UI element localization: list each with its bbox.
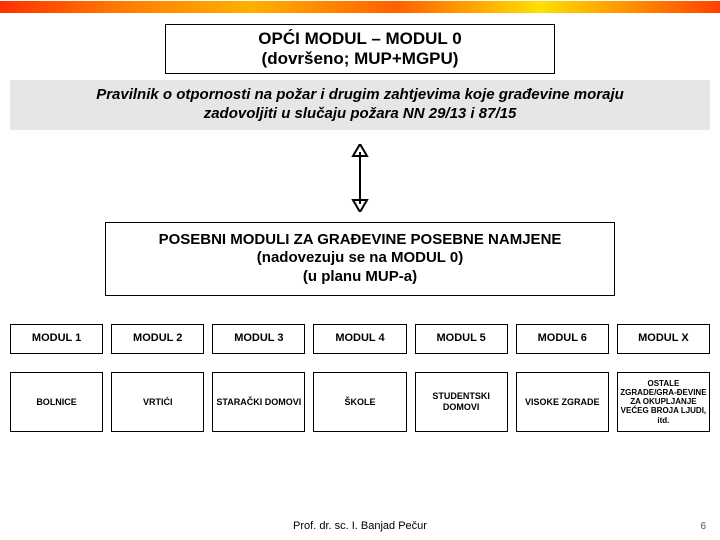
top-gradient-bar xyxy=(0,0,720,12)
page-number: 6 xyxy=(700,521,706,532)
grid-row-1: MODUL 1 MODUL 2 MODUL 3 MODUL 4 MODUL 5 … xyxy=(10,324,710,354)
grid-cell: VRTIĆI xyxy=(111,372,204,432)
gray-band: Pravilnik o otpornosti na požar i drugim… xyxy=(10,80,710,130)
double-arrow-icon xyxy=(0,138,720,218)
grid-cell: MODUL X xyxy=(617,324,710,354)
grid-cell: MODUL 5 xyxy=(415,324,508,354)
grid-cell: ŠKOLE xyxy=(313,372,406,432)
header-line1: OPĆI MODUL – MODUL 0 xyxy=(174,29,546,49)
middle-line2: (nadovezuju se na MODUL 0) xyxy=(116,249,604,268)
middle-line1: POSEBNI MODULI ZA GRAĐEVINE POSEBNE NAMJ… xyxy=(116,231,604,250)
grid-cell: MODUL 6 xyxy=(516,324,609,354)
middle-line3: (u planu MUP-a) xyxy=(116,268,604,287)
grid-cell: MODUL 1 xyxy=(10,324,103,354)
grid-row-2: BOLNICE VRTIĆI STARAČKI DOMOVI ŠKOLE STU… xyxy=(10,372,710,432)
header-line2: (dovršeno; MUP+MGPU) xyxy=(174,49,546,69)
grid-cell: MODUL 2 xyxy=(111,324,204,354)
module-grid: MODUL 1 MODUL 2 MODUL 3 MODUL 4 MODUL 5 … xyxy=(10,324,710,432)
gray-band-line2: zadovoljiti u slučaju požara NN 29/13 i … xyxy=(20,105,700,124)
header-box: OPĆI MODUL – MODUL 0 (dovršeno; MUP+MGPU… xyxy=(165,24,555,74)
grid-cell: MODUL 4 xyxy=(313,324,406,354)
grid-cell: BOLNICE xyxy=(10,372,103,432)
footer-author: Prof. dr. sc. I. Banjad Pečur xyxy=(0,520,720,532)
grid-cell: MODUL 3 xyxy=(212,324,305,354)
middle-box: POSEBNI MODULI ZA GRAĐEVINE POSEBNE NAMJ… xyxy=(105,222,615,296)
grid-cell: VISOKE ZGRADE xyxy=(516,372,609,432)
grid-cell: STARAČKI DOMOVI xyxy=(212,372,305,432)
grid-cell: OSTALE ZGRADE/GRA-ĐEVINE ZA OKUPLJANJE V… xyxy=(617,372,710,432)
grid-cell: STUDENTSKI DOMOVI xyxy=(415,372,508,432)
gray-band-line1: Pravilnik o otpornosti na požar i drugim… xyxy=(20,86,700,105)
